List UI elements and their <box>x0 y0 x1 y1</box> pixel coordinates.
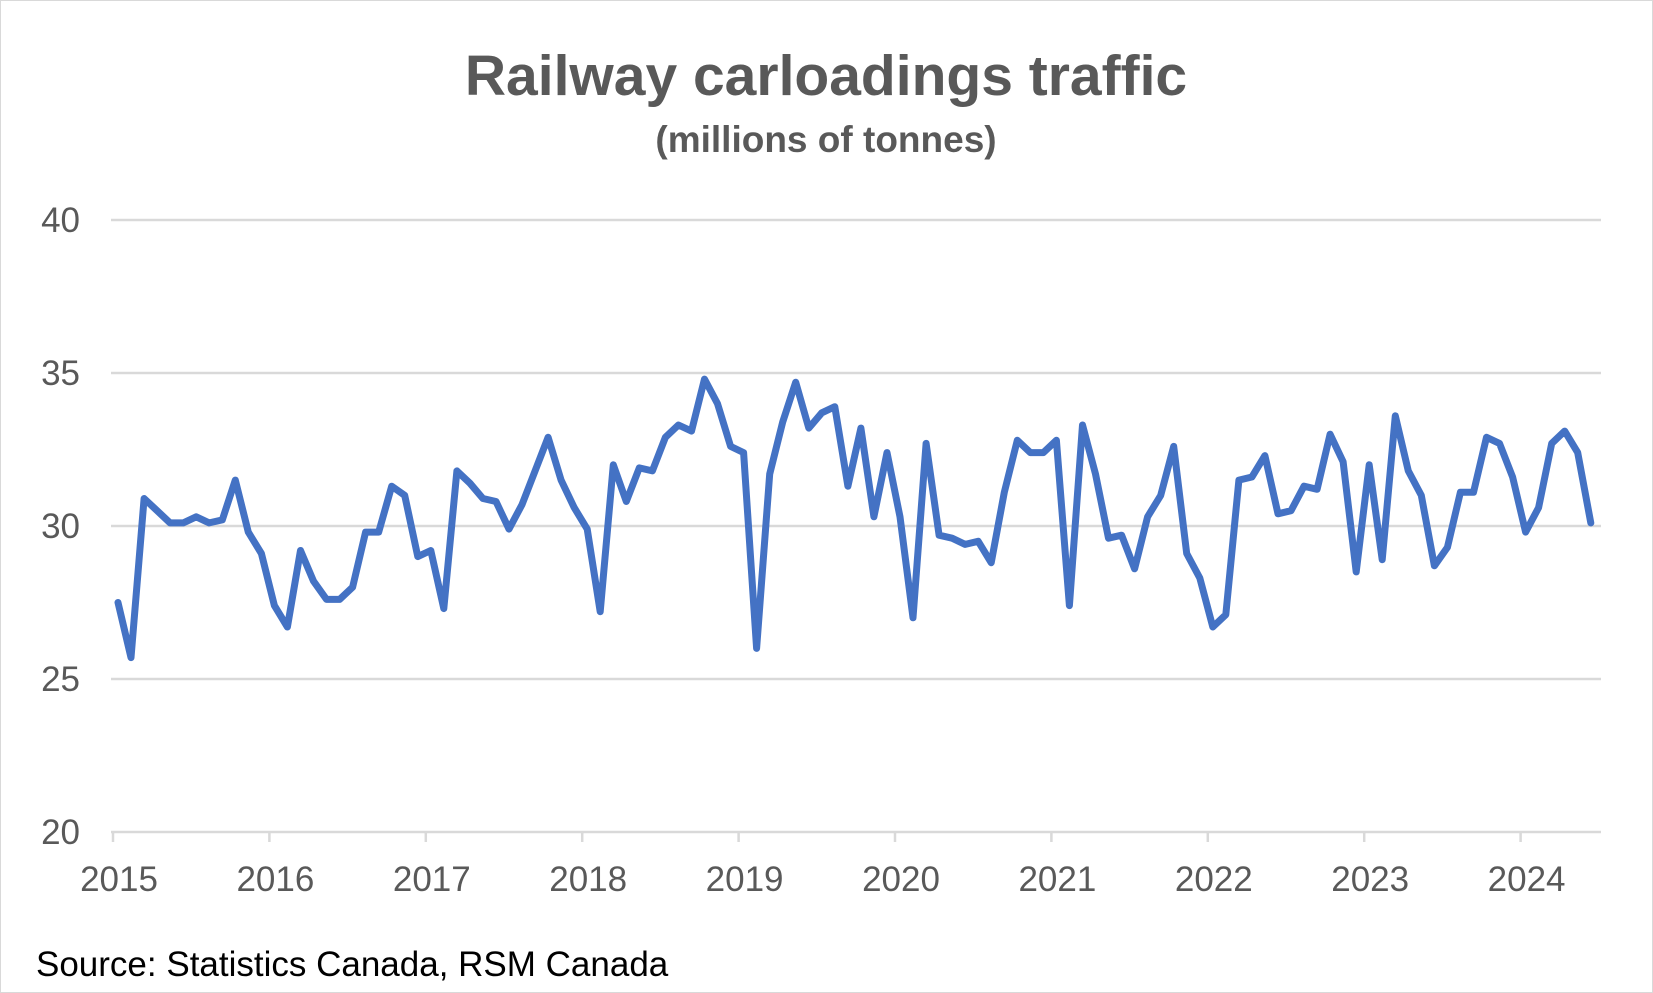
x-tick-label: 2016 <box>236 860 314 899</box>
x-axis: 2015 2016 2017 2018 2019 2020 2021 2022 2023 2024 <box>80 830 1601 899</box>
x-tick-label: 2024 <box>1488 860 1566 899</box>
y-tick-label: 35 <box>41 354 80 393</box>
y-tick-label: 40 <box>41 201 80 240</box>
y-axis-ticks: 20 25 30 35 40 <box>41 201 80 852</box>
series-line <box>114 375 1595 662</box>
x-tick-label: 2017 <box>393 860 471 899</box>
x-tick-label: 2018 <box>549 860 627 899</box>
chart-title: Railway carloadings traffic <box>465 44 1187 108</box>
x-tick-label: 2015 <box>80 860 158 899</box>
x-tick-label: 2019 <box>706 860 784 899</box>
y-tick-label: 30 <box>41 507 80 546</box>
chart-subtitle: (millions of tonnes) <box>655 119 996 160</box>
x-tick-label: 2023 <box>1331 860 1409 899</box>
source-note: Source: Statistics Canada, RSM Canada <box>36 945 669 984</box>
x-tick-label: 2022 <box>1175 860 1253 899</box>
x-tick-label: 2021 <box>1018 860 1096 899</box>
y-tick-label: 25 <box>41 660 80 699</box>
x-tick-label: 2020 <box>862 860 940 899</box>
series-group <box>114 375 1595 662</box>
y-tick-label: 20 <box>41 813 80 852</box>
